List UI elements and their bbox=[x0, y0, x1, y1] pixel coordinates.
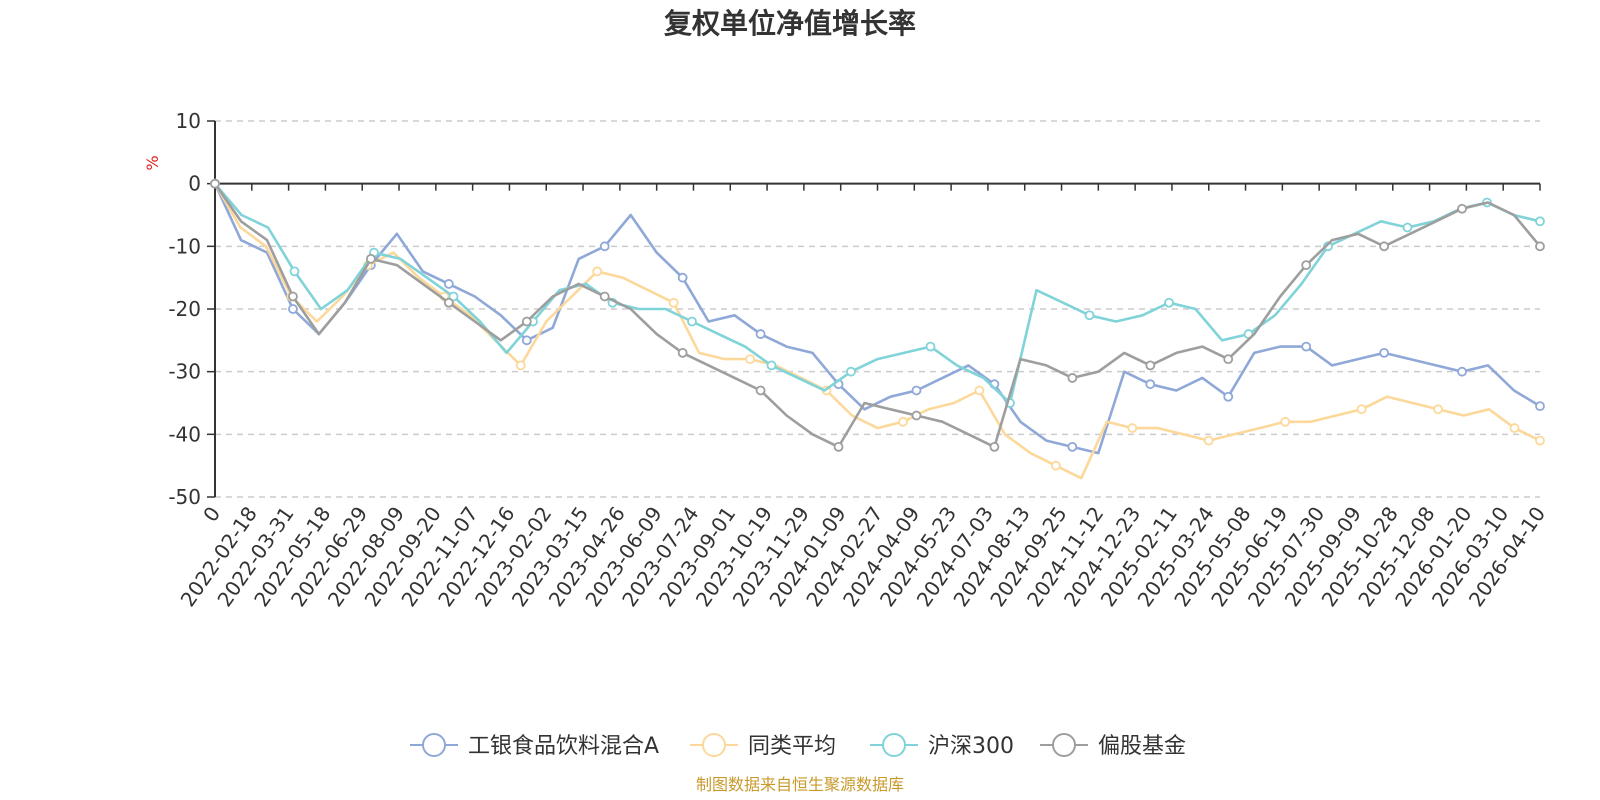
series-point-1 bbox=[592, 266, 603, 277]
series-point-0 bbox=[1145, 379, 1156, 390]
series-point-2 bbox=[448, 291, 459, 302]
legend-label: 同类平均 bbox=[748, 734, 836, 759]
chart-title: 复权单位净值增长率 bbox=[664, 7, 916, 40]
series-point-3 bbox=[1223, 354, 1234, 365]
series-point-3 bbox=[1301, 260, 1312, 271]
series-point-1 bbox=[1127, 423, 1138, 433]
series-lines bbox=[210, 178, 1545, 480]
series-point-3 bbox=[1457, 203, 1467, 214]
y-tick-label: -10 bbox=[168, 234, 201, 258]
series-point-0 bbox=[1301, 341, 1312, 352]
series-point-2 bbox=[1084, 310, 1095, 321]
series-point-0 bbox=[755, 329, 766, 339]
series-point-0 bbox=[1223, 391, 1234, 402]
series-point-2 bbox=[289, 266, 300, 277]
series-point-1 bbox=[1050, 460, 1061, 471]
series-point-3 bbox=[443, 297, 454, 308]
series-point-3 bbox=[521, 316, 532, 327]
series-point-3 bbox=[365, 253, 376, 264]
y-tick-label: -50 bbox=[168, 485, 201, 509]
series-point-1 bbox=[1535, 435, 1545, 446]
series-point-2 bbox=[1164, 297, 1174, 308]
grid-lines bbox=[215, 120, 1540, 498]
series-point-2 bbox=[1535, 216, 1545, 227]
legend-label: 偏股基金 bbox=[1098, 734, 1186, 759]
series-point-2 bbox=[766, 360, 777, 371]
series-point-0 bbox=[1379, 347, 1390, 358]
legend-label: 工银食品饮料混合A bbox=[468, 734, 659, 759]
y-tick-label: 10 bbox=[176, 109, 201, 133]
series-line-3 bbox=[213, 182, 1541, 449]
series-point-0 bbox=[1535, 401, 1545, 412]
x-tick-label: 0 bbox=[198, 502, 225, 526]
series-point-3 bbox=[989, 441, 1000, 452]
series-point-3 bbox=[210, 178, 220, 189]
legend[interactable]: 工银食品饮料混合A 同类平均 沪深300 偏股基金 bbox=[410, 733, 1186, 759]
x-axis-ticks: 02022-02-182022-03-312022-05-182022-06-2… bbox=[176, 183, 1550, 611]
y-tick-label: -20 bbox=[168, 297, 201, 321]
series-point-0 bbox=[599, 241, 610, 252]
series-point-3 bbox=[755, 385, 766, 396]
y-tick-label: 0 bbox=[188, 172, 201, 196]
series-point-2 bbox=[687, 316, 697, 327]
series-point-1 bbox=[745, 354, 755, 365]
series-point-0 bbox=[521, 335, 532, 346]
y-tick-label: -30 bbox=[168, 360, 201, 384]
series-line-2 bbox=[214, 182, 1541, 405]
series-point-3 bbox=[1535, 241, 1545, 252]
series-point-0 bbox=[1457, 366, 1467, 377]
series-point-1 bbox=[974, 385, 985, 396]
legend-marker bbox=[1052, 733, 1076, 757]
series-point-1 bbox=[1280, 416, 1291, 427]
series-point-1 bbox=[1433, 404, 1443, 415]
legend-marker bbox=[422, 733, 446, 757]
series-point-3 bbox=[677, 347, 688, 358]
data-source-note: 制图数据来自恒生聚源数据库 bbox=[696, 775, 904, 794]
series-point-1 bbox=[1356, 404, 1367, 415]
series-point-3 bbox=[288, 291, 298, 302]
series-point-0 bbox=[1067, 441, 1078, 452]
y-tick-label: -40 bbox=[168, 422, 201, 446]
series-point-2 bbox=[925, 341, 936, 352]
series-point-3 bbox=[1379, 241, 1390, 252]
series-point-3 bbox=[911, 410, 922, 421]
y-axis-ticks: 10 0 -10 -20 -30 -40 -50 bbox=[168, 109, 215, 509]
series-line-1 bbox=[213, 183, 1541, 480]
series-point-0 bbox=[443, 279, 454, 289]
series-point-1 bbox=[898, 416, 908, 427]
legend-marker bbox=[882, 733, 906, 757]
series-line-0 bbox=[213, 183, 1541, 455]
legend-item-3[interactable]: 偏股基金 bbox=[1040, 733, 1186, 759]
legend-item-2[interactable]: 沪深300 bbox=[870, 733, 1014, 759]
series-point-1 bbox=[515, 360, 526, 371]
series-point-3 bbox=[1067, 373, 1078, 383]
series-point-3 bbox=[599, 291, 610, 302]
series-point-1 bbox=[668, 297, 679, 308]
legend-item-1[interactable]: 同类平均 bbox=[690, 733, 836, 759]
y-axis-unit-label: % bbox=[143, 155, 162, 170]
series-point-2 bbox=[846, 366, 856, 377]
legend-label: 沪深300 bbox=[928, 734, 1014, 759]
series-point-0 bbox=[288, 304, 298, 314]
series-point-3 bbox=[833, 441, 844, 452]
series-point-1 bbox=[1509, 423, 1520, 433]
series-point-3 bbox=[1145, 360, 1156, 371]
series-point-0 bbox=[677, 272, 688, 283]
series-point-2 bbox=[1402, 222, 1413, 233]
legend-marker bbox=[702, 733, 726, 757]
series-point-0 bbox=[911, 385, 922, 396]
series-point-1 bbox=[1203, 435, 1214, 446]
legend-item-0[interactable]: 工银食品饮料混合A bbox=[410, 733, 659, 759]
